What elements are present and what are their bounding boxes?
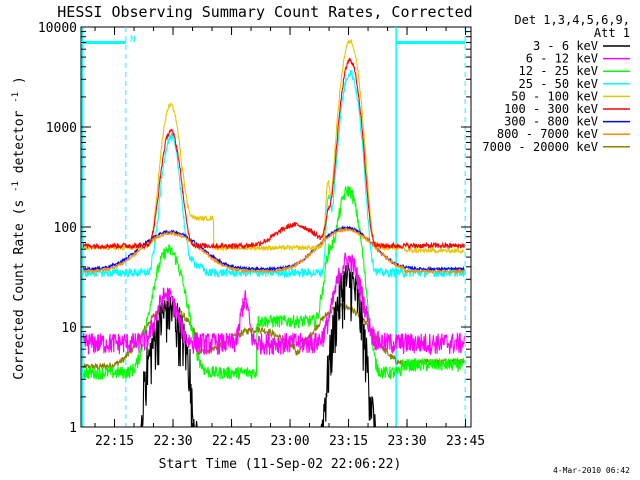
y-axis-label: Corrected Count Rate (s -1 detector -1 ): [7, 76, 27, 379]
legend-label: 800 - 7000 keV: [497, 127, 598, 141]
x-tick-label: 22:45: [212, 434, 251, 449]
y-tick-label: 10000: [38, 21, 77, 36]
x-tick-label: 23:00: [270, 434, 309, 449]
y-axis-label-main: Corrected Count Rate (s: [12, 200, 27, 380]
series-line-1: [83, 262, 465, 428]
legend-label: 7000 - 20000 keV: [482, 140, 598, 154]
legend-label: 100 - 300 keV: [504, 102, 598, 116]
legend-label: 12 - 25 keV: [519, 64, 598, 78]
flag-label-n: N: [130, 35, 135, 45]
y-axis-label-mid: detector: [12, 110, 27, 173]
legend-header-line2: Att 1: [594, 26, 630, 40]
y-tick-label: 1: [69, 421, 77, 436]
series-line-3: [82, 185, 465, 380]
x-tick-label: 22:30: [153, 434, 192, 449]
y-tick-label: 10: [61, 321, 77, 336]
series-line-5: [82, 39, 465, 254]
legend-label: 25 - 50 keV: [519, 77, 598, 91]
x-tick-label: 23:15: [329, 434, 368, 449]
series-line-6: [82, 57, 465, 251]
attenuator-flags: N: [81, 27, 466, 427]
legend-label: 6 - 12 keV: [526, 52, 598, 66]
y-axis-label-sup1: -1: [11, 181, 21, 192]
footer-timestamp: 4-Mar-2010 06:42: [553, 466, 630, 475]
series-layer: [82, 39, 465, 428]
y-tick-label: 100: [54, 221, 77, 236]
y-axis-label-end: ): [12, 76, 27, 84]
chart-title: HESSI Observing Summary Count Rates, Cor…: [57, 3, 472, 21]
series-line-2: [82, 252, 465, 355]
series-line-9: [82, 302, 465, 371]
x-tick-label: 23:30: [387, 434, 426, 449]
axis-ticks: 22:15 22:30 22:45 23:00 23:15 23:30 23:45 1 10 10…: [38, 21, 485, 449]
legend-label: 50 - 100 keV: [511, 89, 598, 103]
x-axis-label: Start Time (11-Sep-02 22:06:22): [159, 457, 402, 472]
legend-label: 3 - 6 keV: [533, 39, 598, 53]
legend-label: 300 - 800 keV: [504, 115, 598, 129]
y-tick-label: 1000: [46, 121, 77, 136]
x-tick-label: 23:45: [446, 434, 485, 449]
legend-header-line1: Det 1,3,4,5,6,9,: [514, 13, 630, 27]
x-tick-label: 22:15: [95, 434, 134, 449]
y-axis-label-sup2: -1: [11, 92, 21, 103]
